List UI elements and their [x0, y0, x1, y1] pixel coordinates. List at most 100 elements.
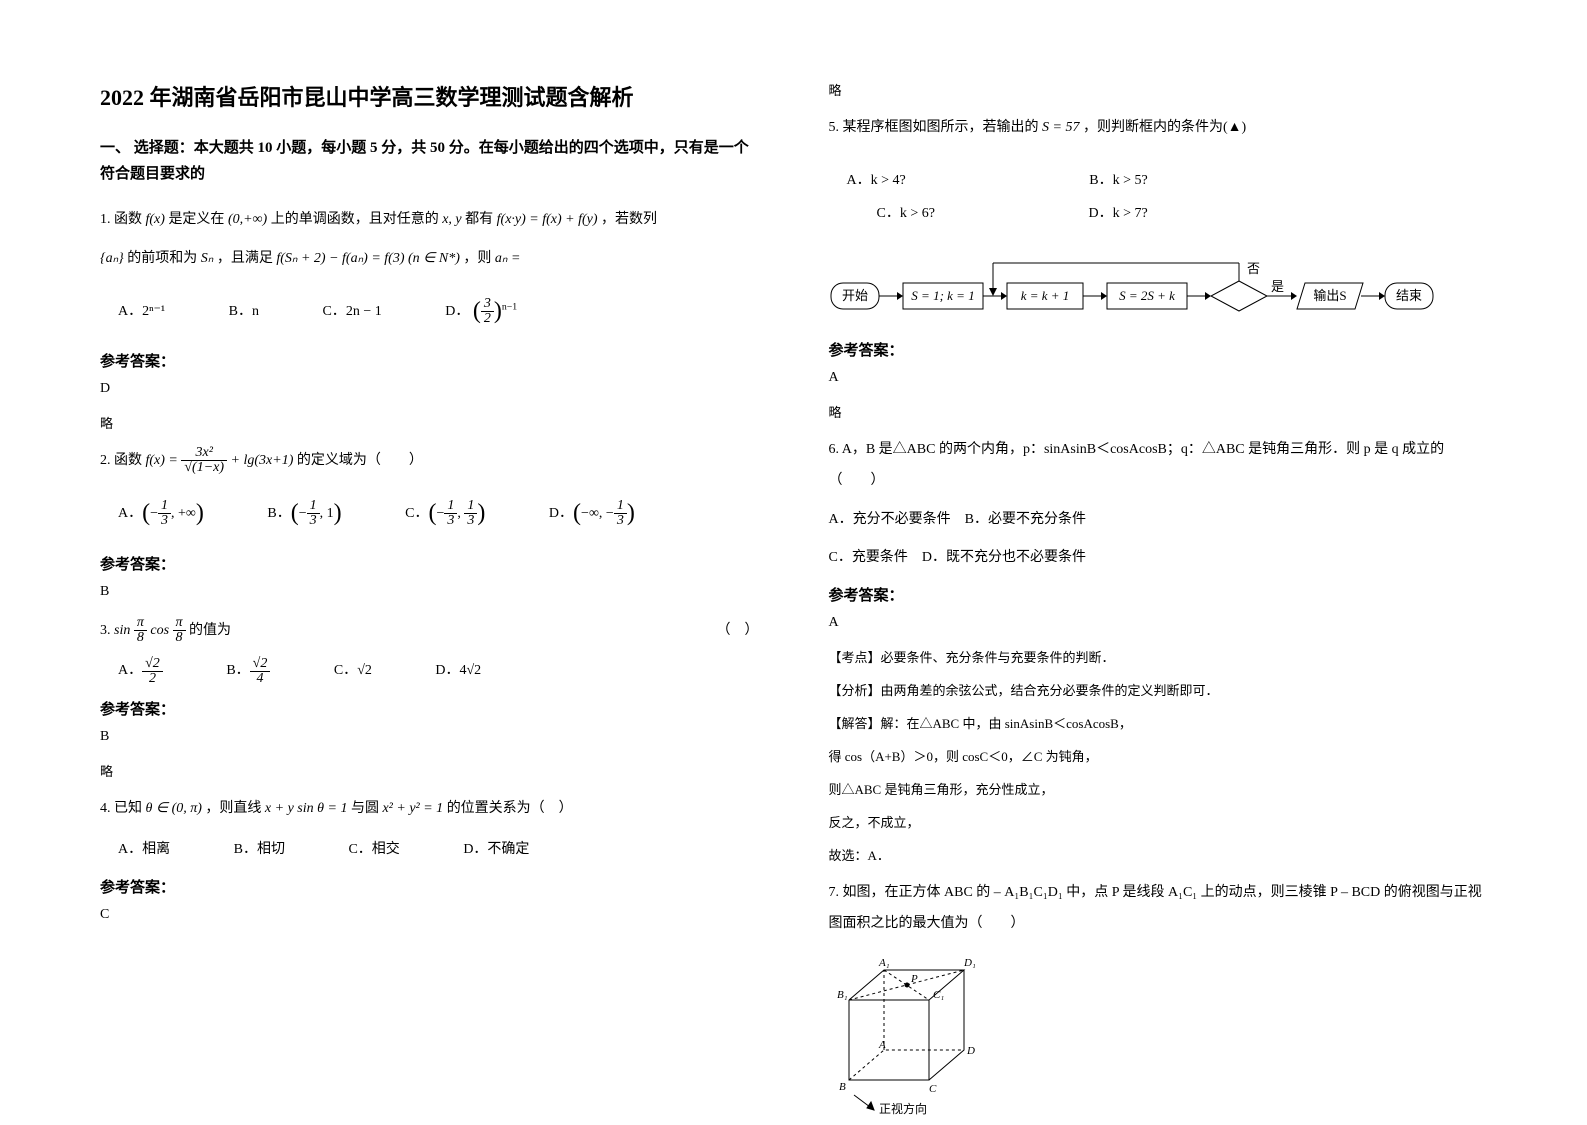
q4-stem-a: 4. 已知 [100, 801, 142, 816]
q3-eight2: 8 [173, 631, 186, 645]
q5-optD-label: D． [1088, 206, 1112, 221]
svg-text:D: D [966, 1045, 975, 1057]
q3-eight: 8 [134, 631, 147, 645]
q4-optA: A．相离 [118, 833, 170, 867]
q4-stem-d: 的位置关系为（ ） [447, 801, 573, 816]
q3-stem-a: 3. [100, 623, 111, 638]
q1-answer: D [100, 381, 759, 397]
question-6: 6. A，B 是△ABC 的两个内角，p：sinAsinB＜cosAcosB；q… [829, 435, 1488, 497]
answer-label: 参考答案： [100, 876, 759, 897]
q5-note: 略 [829, 402, 1488, 421]
flow-k-text: k = k + 1 [1020, 288, 1069, 303]
q6-e3: 【解答】解：在△ABC 中，由 sinAsinB＜cosAcosB， [829, 713, 1488, 732]
q3-cos: cos [150, 623, 169, 638]
q2-stem-b: 的定义域为（ ） [297, 453, 423, 468]
cube-svg: A₁D₁ B₁C₁ P AD BC 正视方向 [829, 950, 999, 1120]
q6-e5: 则△ABC 是钝角三角形，充分性成立， [829, 779, 1488, 798]
svg-text:A₁: A₁ [878, 957, 890, 969]
flowchart-svg: 开始 S = 1; k = 1 k = k + 1 S = 2S + k [829, 243, 1449, 323]
q1-text: ，则 [463, 251, 491, 266]
q4-circle: x² + y² = 1 [382, 801, 443, 816]
q3-options: A．√22 B．√24 C．√2 D．4√2 [118, 654, 759, 688]
q4-theta: θ ∈ (0, π) [146, 801, 202, 816]
q1-seq: {aₙ} [100, 251, 124, 266]
q1-xy: x, y [442, 212, 461, 227]
flow-yes-text: 是 [1271, 279, 1284, 294]
svg-text:C: C [929, 1083, 937, 1095]
q4-optC: C．相交 [348, 833, 399, 867]
flow-out-text: 输出S [1313, 288, 1346, 303]
right-column: 略 5. 某程序框图如图所示，若输出的 S = 57 ，则判断框内的条件为(▲)… [829, 80, 1488, 1082]
svg-text:D₁: D₁ [963, 957, 976, 969]
q1-text: 都有 [465, 212, 493, 227]
q1-text: ，若数列 [601, 212, 657, 227]
q6-optA: A．充分不必要条件 B．必要不充分条件 [829, 505, 1488, 536]
q3-optD-label: D． [435, 663, 459, 678]
q3-note: 略 [100, 761, 759, 780]
q3-optC-value: √2 [357, 663, 372, 678]
q5-optC-value: k > 6? [900, 206, 935, 221]
q5-optB-value: k > 5? [1113, 173, 1148, 188]
q2-num: 3x² [181, 446, 227, 461]
q1-note: 略 [100, 413, 759, 432]
q4-stem-c: 与圆 [351, 801, 379, 816]
q2-optD-label: D． [549, 506, 573, 521]
q4-optB: B．相切 [234, 833, 285, 867]
answer-label: 参考答案： [100, 350, 759, 371]
q1-text: 是定义在 [168, 212, 224, 227]
q1-text: 1. 函数 [100, 212, 142, 227]
flow-start-text: 开始 [841, 288, 867, 303]
q1-text: 的前项和为 [127, 251, 197, 266]
q6-e2: 【分析】由两角差的余弦公式，结合充分必要条件的定义判断即可． [829, 680, 1488, 699]
q5-optA-value: k > 4? [871, 173, 906, 188]
svg-text:B: B [839, 1081, 846, 1093]
q3-sqrt2-a: √2 [142, 657, 163, 672]
q5-optC-label: C． [877, 206, 900, 221]
question-3: 3. sin π8 cos π8 的值为 （ ） [100, 616, 759, 647]
q3-answer: B [100, 729, 759, 745]
q3-four: 4 [250, 672, 271, 686]
cube-figure: A₁D₁ B₁C₁ P AD BC 正视方向 [829, 950, 1488, 1125]
q3-stem-b: 的值为 [189, 623, 231, 638]
q1-sn: Sₙ [201, 251, 214, 266]
q5-stem-a: 5. 某程序框图如图所示，若输出的 [829, 120, 1039, 135]
q1-optA-label: A． [118, 304, 142, 319]
answer-label: 参考答案： [100, 553, 759, 574]
page-title: 2022 年湖南省岳阳市昆山中学高三数学理测试题含解析 [100, 80, 759, 112]
q6-e4: 得 cos（A+B）＞0，则 cosC＜0，∠C 为钝角， [829, 746, 1488, 765]
question-7: 7. 如图，在正方体 ABC 的 – A₁B₁C₁D₁ 中，点 P 是线段 A₁… [829, 878, 1488, 940]
svg-text:C₁: C₁ [933, 989, 944, 1001]
question-1-line2: {aₙ} 的前项和为 Sₙ ，且满足 f(Sₙ + 2) − f(aₙ) = f… [100, 244, 759, 275]
question-1: 1. 函数 f(x) 是定义在 (0,+∞) 上的单调函数，且对任意的 x, y… [100, 205, 759, 236]
q4-optD: D．不确定 [463, 833, 529, 867]
q1-optC-value: 2n − 1 [346, 304, 382, 319]
question-5: 5. 某程序框图如图所示，若输出的 S = 57 ，则判断框内的条件为(▲) [829, 113, 1488, 144]
q5-optB-label: B． [1089, 173, 1112, 188]
flowchart-diagram: 开始 S = 1; k = 1 k = k + 1 S = 2S + k [829, 243, 1488, 323]
q3-pi: π [134, 616, 147, 631]
q3-blank: （ ） [717, 616, 759, 647]
q1-optC-label: C． [322, 304, 345, 319]
q3-optA-label: A． [118, 663, 142, 678]
section-heading: 一、 选择题：本大题共 10 小题，每小题 5 分，共 50 分。在每小题给出的… [100, 136, 759, 187]
q2-fx: f(x) = [146, 453, 178, 468]
q2-optC-label: C． [405, 506, 428, 521]
q3-two: 2 [142, 672, 163, 686]
answer-label: 参考答案： [829, 339, 1488, 360]
q1-fx: f(x) [146, 212, 165, 227]
q5-stem-b: ，则判断框内的条件为(▲) [1083, 120, 1246, 135]
q2-plus: + lg(3x+1) [231, 453, 294, 468]
view-direction-label: 正视方向 [879, 1101, 927, 1116]
q3-pi2: π [173, 616, 186, 631]
answer-label: 参考答案： [829, 584, 1488, 605]
q2-options: A．(−13, +∞) B．(−13, 1) C．(−13, 13) D．(−∞… [118, 485, 759, 543]
q3-sin: sin [114, 623, 130, 638]
answer-label: 参考答案： [100, 698, 759, 719]
flow-end-text: 结束 [1395, 288, 1421, 303]
svg-text:B₁: B₁ [837, 989, 848, 1001]
q3-optD-value: 4√2 [460, 663, 482, 678]
q1-optB-label: B． [229, 304, 252, 319]
q5-optD-value: k > 7? [1113, 206, 1148, 221]
question-4: 4. 已知 θ ∈ (0, π) ，则直线 x + y sin θ = 1 与圆… [100, 794, 759, 825]
left-column: 2022 年湖南省岳阳市昆山中学高三数学理测试题含解析 一、 选择题：本大题共 … [100, 80, 759, 1082]
